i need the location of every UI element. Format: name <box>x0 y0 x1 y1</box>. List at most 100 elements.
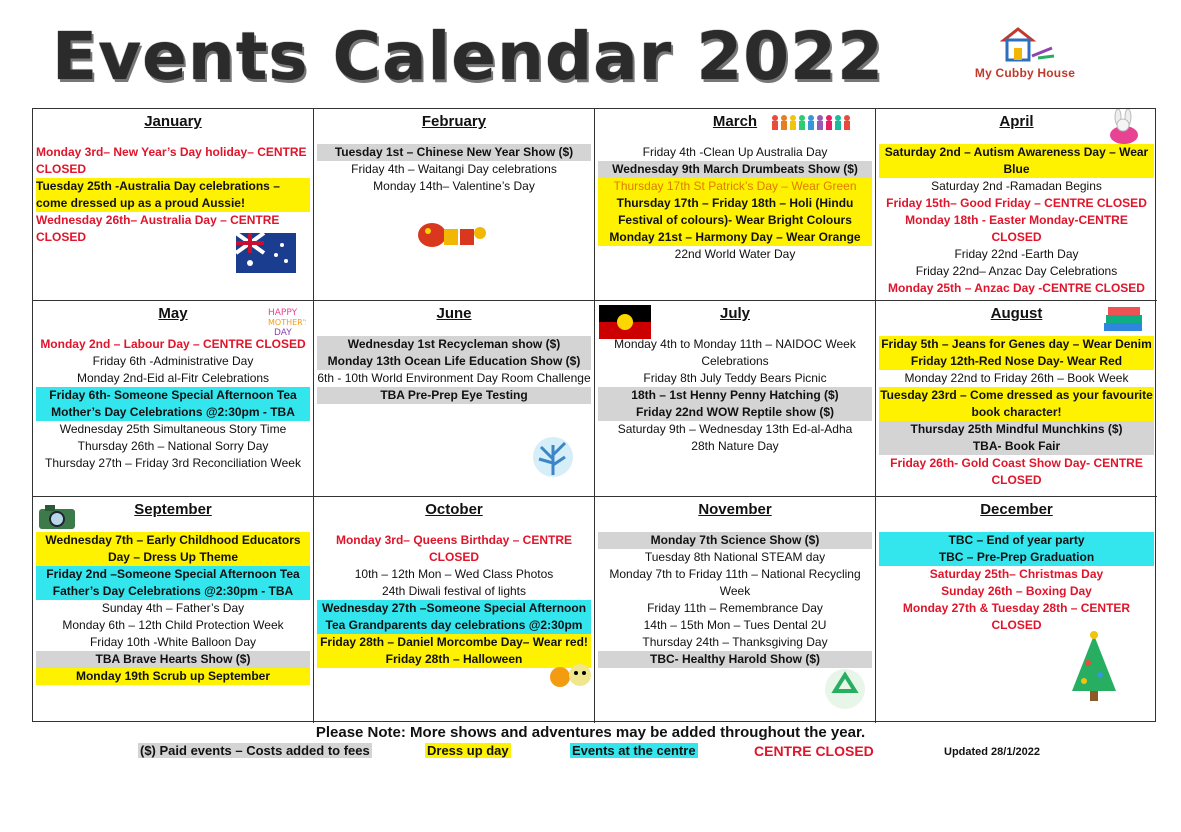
coral-icon <box>529 435 577 484</box>
month-cell: January Monday 3rd– New Year’s Day holida… <box>33 109 314 301</box>
event-line: Friday 8th July Teddy Bears Picnic <box>643 371 827 385</box>
event-line: Tuesday 25th -Australia Day celebrations… <box>36 178 310 212</box>
event-list: Monday 3rd– Queens Birthday – CENTRE CLO… <box>317 532 591 668</box>
logo-text: My Cubby House <box>974 66 1076 80</box>
event-line: Monday 7th Science Show ($) <box>598 532 872 549</box>
month-title: October <box>425 501 483 518</box>
event-line: Thursday 24th – Thanksgiving Day <box>642 635 828 649</box>
legend: ($) Paid events – Costs added to fees Dr… <box>0 743 1181 763</box>
event-line: Wednesday 27th –Someone Special Afternoo… <box>317 600 591 634</box>
month-cell: November Monday 7th Science Show ($) Tuesd… <box>595 497 876 723</box>
month-cell: September Wednesday 7th – Early Childhood… <box>33 497 314 723</box>
event-line: Monday 19th Scrub up September <box>36 668 310 685</box>
event-line: Friday 22nd WOW Reptile show ($) <box>598 404 872 421</box>
event-line: Saturday 2nd -Ramadan Begins <box>931 179 1102 193</box>
event-line: TBA Pre-Prep Eye Testing <box>317 387 591 404</box>
event-line: 24th Diwali festival of lights <box>381 584 527 598</box>
event-line: Saturday 2nd – Autism Awareness Day – We… <box>879 144 1154 178</box>
event-line: Friday 6th- Someone Special Afternoon Te… <box>36 387 310 421</box>
logo: My Cubby House <box>960 26 1090 86</box>
event-list: Monday 4th to Monday 11th – NAIDOC Week … <box>598 336 872 455</box>
month-title: July <box>719 305 750 322</box>
event-list: Monday 7th Science Show ($) Tuesday 8th N… <box>598 532 872 668</box>
event-line: Monday 25th – Anzac Day -CENTRE CLOSED <box>888 281 1145 295</box>
event-line: 10th – 12th Mon – Wed Class Photos <box>354 567 554 581</box>
event-line: Wednesday 26th– Australia Day – CENTRE C… <box>36 213 280 244</box>
event-line: 6th - 10th World Environment Day Room Ch… <box>317 371 591 385</box>
page-title: Events Calendar 2022 <box>52 18 885 95</box>
event-line: Wednesday 7th – Early Childhood Educator… <box>36 532 310 566</box>
event-line: Friday 15th– Good Friday – CENTRE CLOSED <box>886 196 1147 210</box>
legend-centre-closed: CENTRE CLOSED <box>754 743 874 759</box>
event-line: Sunday 26th – Boxing Day <box>941 584 1092 598</box>
month-cell: March Friday 4th -Clean Up Australia Day W… <box>595 109 876 301</box>
calendar-grid: January Monday 3rd– New Year’s Day holida… <box>32 108 1157 723</box>
aboriginal-flag-icon <box>599 305 651 344</box>
event-line: Friday 12th-Red Nose Day- Wear Red <box>879 353 1154 370</box>
event-line: Thursday 25th Mindful Munchkins ($) <box>879 421 1154 438</box>
event-line: Tuesday 23rd – Come dressed as your favo… <box>879 387 1154 421</box>
event-line: TBC – Pre-Prep Graduation <box>879 549 1154 566</box>
event-line: Monday 22nd to Friday 26th – Book Week <box>904 371 1129 385</box>
event-line: Wednesday 9th March Drumbeats Show ($) <box>598 161 872 178</box>
event-line: 18th – 1st Henny Penny Hatching ($) <box>598 387 872 404</box>
month-title: December <box>980 501 1053 518</box>
event-line: 28th Nature Day <box>691 439 779 453</box>
event-list: TBC – End of year party TBC – Pre-Prep Gr… <box>879 532 1154 634</box>
month-title: February <box>421 113 487 130</box>
event-list: Tuesday 1st – Chinese New Year Show ($) F… <box>317 144 591 195</box>
event-list: Monday 3rd– New Year’s Day holiday– CENT… <box>36 144 310 246</box>
recycle-icon <box>821 667 869 716</box>
event-line: Friday 4th -Clean Up Australia Day <box>642 145 828 159</box>
event-line: Monday 7th to Friday 11th – National Rec… <box>609 567 861 598</box>
event-line: TBA- Book Fair <box>879 438 1154 455</box>
event-line: Tuesday 8th National STEAM day <box>644 550 826 564</box>
month-cell: August Friday 5th – Jeans for Genes day –… <box>876 301 1157 497</box>
month-title: August <box>990 305 1043 322</box>
month-cell: May Monday 2nd – Labour Day – CENTRE CLOS… <box>33 301 314 497</box>
month-cell: July Monday 4th to Monday 11th – NAIDOC W… <box>595 301 876 497</box>
event-line: TBC- Healthy Harold Show ($) <box>598 651 872 668</box>
month-cell: December TBC – End of year party TBC – Pre… <box>876 497 1157 723</box>
event-list: Friday 5th – Jeans for Genes day – Wear … <box>879 336 1154 489</box>
month-title: April <box>999 113 1034 130</box>
month-title: November <box>698 501 772 518</box>
event-list: Wednesday 7th – Early Childhood Educator… <box>36 532 310 685</box>
legend-paid: ($) Paid events – Costs added to fees <box>138 743 372 758</box>
event-line: Wednesday 25th Simultaneous Story Time <box>59 422 287 436</box>
halloween-icon <box>546 657 594 696</box>
svg-text:DAY: DAY <box>274 328 292 337</box>
month-title: June <box>436 305 472 322</box>
event-line: Tuesday 1st – Chinese New Year Show ($) <box>317 144 591 161</box>
event-line: Thursday 27th – Friday 3rd Reconciliatio… <box>45 456 301 470</box>
event-list: Wednesday 1st Recycleman show ($) Monday … <box>317 336 591 404</box>
chinese-dragon-icon <box>412 217 492 258</box>
event-list: Monday 2nd – Labour Day – CENTRE CLOSED F… <box>36 336 310 472</box>
event-line: Friday 28th – Daniel Morcombe Day– Wear … <box>317 634 591 651</box>
svg-text:MOTHER'S: MOTHER'S <box>268 318 306 327</box>
event-list: Saturday 2nd – Autism Awareness Day – We… <box>879 144 1154 300</box>
svg-text:HAPPY: HAPPY <box>268 308 298 318</box>
month-cell: February Tuesday 1st – Chinese New Year S… <box>314 109 595 301</box>
event-line: 14th – 15th Mon – Tues Dental 2U <box>643 618 827 632</box>
event-line: Friday 22nd -Earth Day <box>954 247 1079 261</box>
month-title: March <box>712 113 758 130</box>
footnote: Please Note: More shows and adventures m… <box>315 724 866 741</box>
month-title: September <box>134 501 212 518</box>
event-line: TBC – End of year party <box>879 532 1154 549</box>
event-line: Monday 21st – Harmony Day – Wear Orange <box>598 229 872 246</box>
event-line: Monday 3rd– Queens Birthday – CENTRE CLO… <box>335 533 573 564</box>
month-title: January <box>144 113 202 130</box>
month-cell: June Wednesday 1st Recycleman show ($) Mon… <box>314 301 595 497</box>
event-line: Friday 10th -White Balloon Day <box>89 635 257 649</box>
event-line: Friday 26th- Gold Coast Show Day- CENTRE… <box>890 456 1143 487</box>
easter-bunny-icon <box>1104 109 1144 150</box>
house-logo-icon <box>999 27 1055 62</box>
event-line: 27th – 28th Wed – Thurs Dental 2U <box>879 297 1154 300</box>
event-line: Saturday 9th – Wednesday 13th Ed-al-Adha <box>617 422 853 436</box>
month-cell: October Monday 3rd– Queens Birthday – CEN… <box>314 497 595 723</box>
event-line: TBA Brave Hearts Show ($) <box>36 651 310 668</box>
legend-dress-up: Dress up day <box>425 743 511 758</box>
event-line: Thursday 17th – Friday 18th – Holi (Hind… <box>598 195 872 229</box>
event-line: Friday 11th – Remembrance Day <box>647 601 823 615</box>
